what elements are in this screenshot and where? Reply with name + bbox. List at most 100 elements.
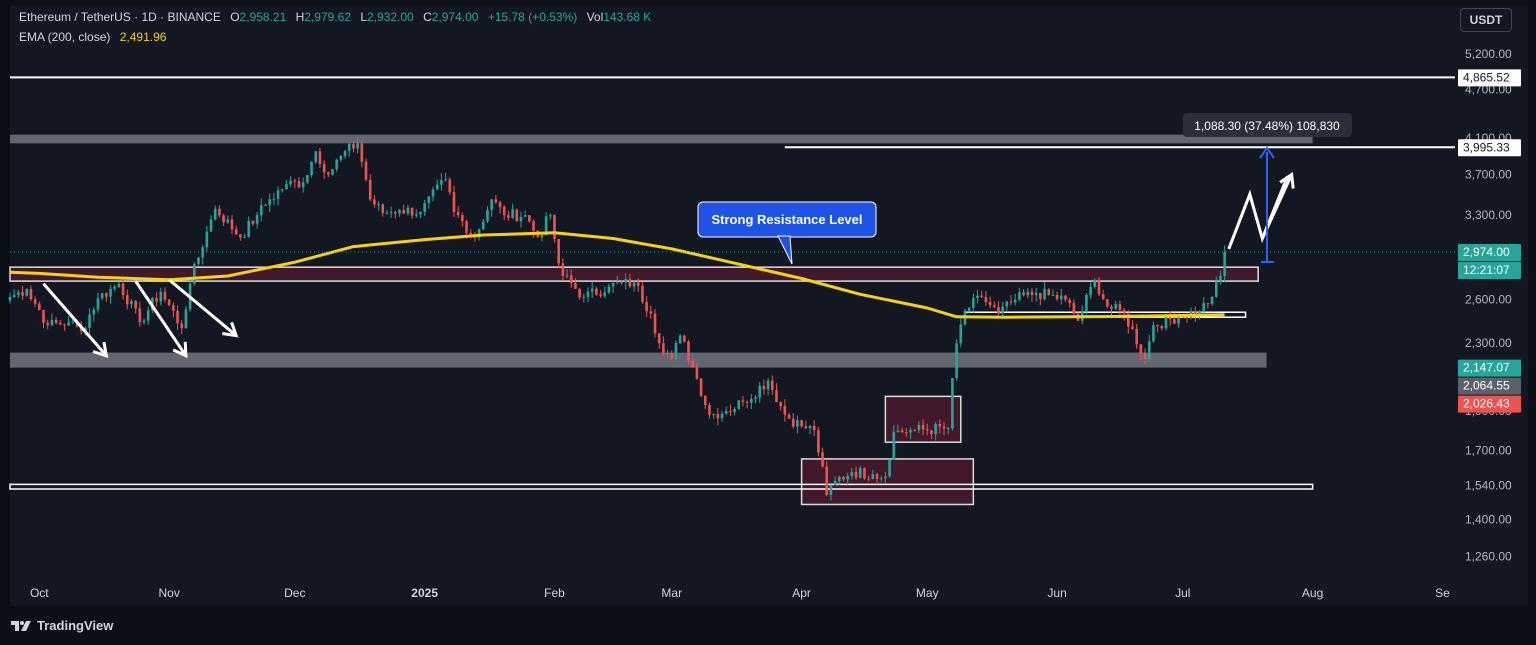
x-tick-label: 2025 xyxy=(411,586,438,600)
candle-body xyxy=(1168,315,1172,320)
candle-body xyxy=(331,169,334,175)
candle-body xyxy=(724,411,728,414)
price-label: 2,147.07 xyxy=(1463,361,1510,375)
candle-body xyxy=(444,179,447,181)
candle-body xyxy=(653,313,657,334)
candle-body xyxy=(783,406,787,415)
currency-button[interactable]: USDT xyxy=(1460,8,1512,32)
callout-strong-resistance[interactable]: Strong Resistance Level xyxy=(697,201,877,265)
candle-body xyxy=(100,293,104,299)
candle-body xyxy=(477,229,481,238)
candle-body xyxy=(1210,297,1214,304)
candle-body xyxy=(121,283,125,296)
candle-body xyxy=(58,322,62,325)
price-label-box xyxy=(1458,139,1521,157)
ema-label: EMA (200, close) xyxy=(19,30,111,44)
ema-legend[interactable]: EMA (200, close) 2,491.96 xyxy=(19,30,166,44)
price-label: 2,026.43 xyxy=(1463,397,1510,411)
candle-body xyxy=(301,182,305,188)
tradingview-logo[interactable]: TradingView xyxy=(11,618,113,633)
low-label: L xyxy=(360,10,368,24)
candle-body xyxy=(327,172,330,175)
candle-body xyxy=(720,413,724,419)
x-tick-label: Jun xyxy=(1047,586,1066,600)
candle-body xyxy=(167,299,171,306)
candle-body xyxy=(1001,306,1004,314)
candle-body xyxy=(1106,299,1109,307)
candle-body xyxy=(741,400,745,402)
candle-body xyxy=(1173,319,1176,324)
candle-body xyxy=(611,283,615,287)
candle-body xyxy=(50,319,54,326)
candle-body xyxy=(590,288,594,292)
price-label: 3,995.33 xyxy=(1463,140,1510,154)
candle-body xyxy=(636,282,640,286)
candle-body xyxy=(159,291,163,302)
candle-body xyxy=(1194,311,1197,316)
candle-body xyxy=(557,239,560,264)
tradingview-icon xyxy=(11,620,31,631)
candle-body xyxy=(972,298,975,308)
candle-body xyxy=(8,297,12,301)
zone-gray xyxy=(10,134,1313,144)
candle-body xyxy=(239,234,242,238)
time-axis[interactable] xyxy=(10,580,1455,606)
candle-body xyxy=(603,292,607,296)
candle-body xyxy=(846,475,849,480)
x-tick-label: Feb xyxy=(544,586,565,600)
candle-body xyxy=(180,323,184,329)
candle-body xyxy=(858,468,862,478)
down-arrow xyxy=(168,278,238,337)
candle-body xyxy=(276,190,280,199)
projection-arrow-head xyxy=(1279,171,1295,189)
candle-body xyxy=(314,151,318,162)
candle-body xyxy=(176,310,179,324)
candle-body xyxy=(105,293,108,297)
candle-body xyxy=(540,234,544,238)
y-tick-label: 1,700.00 xyxy=(1465,443,1512,457)
high-label: H xyxy=(295,10,305,24)
candle-body xyxy=(1005,301,1009,307)
measure-tool[interactable]: 1,088.30 (37.48%) 108,830 xyxy=(1183,113,1352,263)
candle-body xyxy=(1135,328,1138,345)
price-axis[interactable] xyxy=(1455,6,1528,580)
candle-body xyxy=(804,426,808,429)
candle-body xyxy=(469,232,473,235)
candle-body xyxy=(364,161,368,180)
candle-body xyxy=(825,466,829,495)
candle-body xyxy=(1131,326,1134,329)
candle-body xyxy=(498,202,502,207)
candle-body xyxy=(703,395,707,405)
candle-body xyxy=(808,425,812,429)
price-label-box xyxy=(1458,244,1521,262)
candle-body xyxy=(373,199,376,205)
candle-body xyxy=(96,298,100,310)
x-tick-label: Dec xyxy=(284,586,305,600)
close-value: 2,974.00 xyxy=(431,10,479,24)
candle-body xyxy=(821,452,824,467)
candle-body xyxy=(155,297,158,302)
candle-body xyxy=(205,231,209,248)
symbol-title[interactable]: Ethereum / TetherUS · 1D · BINANCE xyxy=(19,10,221,24)
candle-body xyxy=(779,402,782,407)
candle-body xyxy=(569,275,573,284)
candle-body xyxy=(1147,341,1151,359)
candle-body xyxy=(984,297,988,303)
candle-body xyxy=(230,219,234,230)
ohlc-legend: Ethereum / TetherUS · 1D · BINANCE O2,95… xyxy=(19,10,651,24)
candle-body xyxy=(896,430,900,433)
candle-body xyxy=(410,207,414,216)
candle-body xyxy=(456,211,460,216)
x-tick-label: Oct xyxy=(30,586,49,600)
candle-body xyxy=(385,212,389,214)
x-tick-label: May xyxy=(916,586,939,600)
candle-body xyxy=(172,305,175,311)
candle-body xyxy=(796,420,799,427)
candle-body xyxy=(762,385,766,390)
candle-body xyxy=(1118,304,1122,310)
candle-body xyxy=(494,199,498,203)
candle-body xyxy=(871,474,875,480)
y-tick-label: 3,700.00 xyxy=(1465,168,1512,182)
candle-body xyxy=(620,282,623,284)
candle-body xyxy=(293,180,297,182)
